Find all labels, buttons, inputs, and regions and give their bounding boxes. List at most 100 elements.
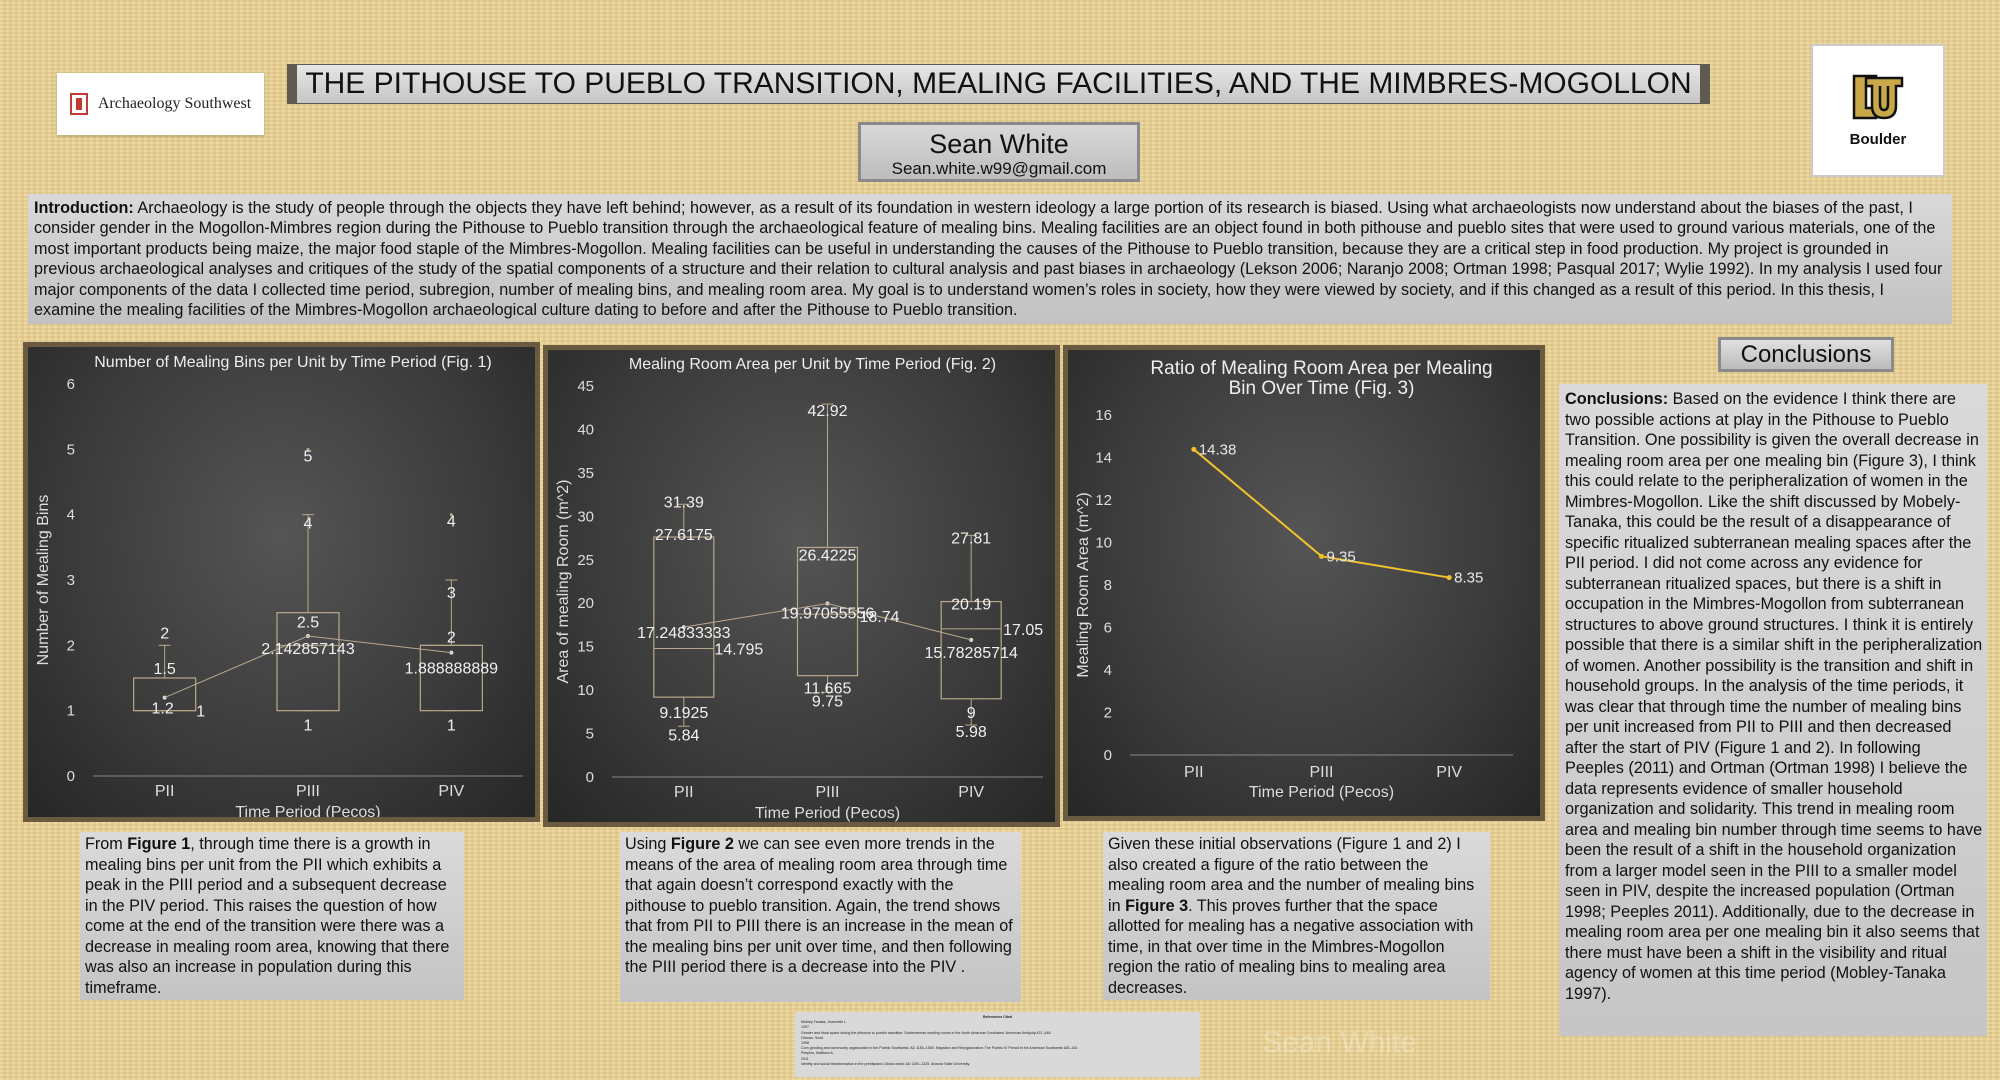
data-label: 18.74 (859, 609, 899, 626)
x-tick-label: PII (674, 784, 694, 801)
caption-text: From (85, 835, 128, 853)
author-name: Sean White (929, 129, 1069, 159)
y-tick-label: 3 (67, 572, 75, 589)
ratio-data-point (1446, 575, 1452, 581)
x-axis-label: Time Period (Pecos) (235, 804, 380, 817)
reference-line: Gender and ritual space during the pitho… (801, 1030, 1052, 1035)
y-axis-label: Mealing Room Area (m^2) (1075, 492, 1092, 677)
x-tick-label: PII (1184, 764, 1204, 781)
y-tick-label: 5 (67, 441, 75, 458)
y-tick-label: 12 (1095, 492, 1112, 509)
reference-line: Corn grinding and community organization… (801, 1046, 1079, 1051)
y-tick-label: 5 (586, 726, 594, 743)
x-tick-label: PIV (438, 783, 464, 800)
data-label: 5.98 (956, 724, 987, 741)
data-label: 4 (304, 516, 313, 533)
mean-line (164, 635, 452, 699)
data-label: 14.795 (714, 641, 763, 658)
poster-title-bar: THE PITHOUSE TO PUEBLO TRANSITION, MEALI… (287, 64, 1710, 104)
x-tick-label: PIV (1436, 764, 1462, 781)
y-tick-label: 2 (1104, 705, 1112, 722)
box-mean-point (681, 625, 686, 630)
y-axis-label: Number of Mealing Bins (35, 495, 52, 666)
figure-3-chart-area: Ratio of Mealing Room Area per Mealing Bi… (1068, 350, 1540, 816)
box-outlier (306, 447, 310, 451)
cu-boulder-logo: Boulder (1811, 44, 1945, 177)
caption-text: Using (625, 835, 671, 853)
y-tick-label: 1 (67, 703, 75, 720)
box-rect (940, 600, 1002, 700)
archaeology-southwest-logo: Archaeology Southwest (57, 73, 264, 135)
data-label: 11.665 (804, 681, 852, 698)
y-tick-label: 45 (577, 378, 594, 395)
cu-boulder-logo-mark (1852, 74, 1904, 120)
box-rect (419, 644, 483, 712)
reference-line: Peeples, Matthew A. (801, 1051, 834, 1056)
data-label: 1 (304, 718, 313, 735)
author-box: Sean White Sean.white.w99@gmail.com (858, 122, 1140, 182)
chart-title: Bin Over Time (Fig. 3) (1229, 378, 1415, 399)
data-label: 17.24833333 (637, 625, 731, 642)
data-label: 5 (304, 448, 313, 465)
caption-figure-ref: Figure 1 (127, 835, 191, 853)
caption-text: , through time there is a growth in meal… (85, 835, 450, 997)
references-title: References Cited (982, 1015, 1013, 1019)
data-label: 4 (447, 514, 456, 531)
data-label: 8.35 (1454, 570, 1483, 587)
y-tick-label: 6 (67, 376, 75, 393)
data-label: 9 (967, 705, 976, 722)
conclusions-header: Conclusions (1718, 337, 1894, 372)
data-label: 15.78285714 (924, 645, 1018, 662)
data-label: 1.888888889 (405, 661, 499, 678)
data-label: 3 (447, 585, 456, 602)
ratio-data-point (1319, 553, 1324, 559)
box-rect (653, 536, 715, 698)
data-label: 9.35 (1327, 548, 1356, 565)
mean-line (683, 602, 972, 641)
caption-text: Given these initial observations (Figure… (1108, 835, 1475, 915)
caption-figure-ref: Figure 3 (1125, 896, 1189, 915)
cu-boulder-logo-text: Boulder (1849, 131, 1907, 148)
x-tick-label: PIII (1309, 764, 1333, 781)
references-box: References Cited Mobley-Tanaka, Jeannett… (795, 1012, 1200, 1077)
chart-title: Mealing Room Area per Unit by Time Perio… (629, 356, 996, 373)
y-tick-label: 14 (1095, 450, 1112, 467)
reference-line: 2011 (801, 1056, 809, 1061)
introduction-body: Archaeology is the study of people throu… (34, 199, 1943, 320)
x-axis-label: Time Period (Pecos) (1249, 784, 1394, 801)
data-label: 2 (160, 625, 169, 642)
y-tick-label: 4 (1104, 662, 1112, 679)
data-label: 19.97055556 (781, 605, 875, 622)
data-label: 17.05 (1003, 622, 1043, 639)
figure-3-chart: Ratio of Mealing Room Area per MealingBi… (1075, 358, 1513, 801)
data-label: 27.6175 (655, 527, 713, 544)
y-tick-label: 0 (1104, 747, 1112, 764)
y-tick-label: 8 (1104, 577, 1112, 594)
figure-1-chart-area: Number of Mealing Bins per Unit by Time … (28, 347, 535, 817)
reference-line: 1998 (801, 1041, 809, 1046)
y-tick-label: 0 (67, 768, 75, 785)
y-tick-label: 15 (577, 639, 594, 656)
author-watermark: Sean White (1262, 1026, 1418, 1059)
chart-title: Number of Mealing Bins per Unit by Time … (94, 354, 491, 371)
caption-figure-ref: Figure 2 (670, 835, 734, 853)
ratio-data-point (1191, 446, 1197, 452)
figure-1-chart: Number of Mealing Bins per Unit by Time … (35, 354, 523, 817)
figure-1-caption: From Figure 1, through time there is a g… (80, 832, 464, 1000)
figure-3-caption: Given these initial observations (Figure… (1103, 832, 1490, 1000)
box-outlier (449, 513, 453, 517)
x-tick-label: PIV (958, 784, 984, 801)
data-label: 1.5 (154, 661, 176, 678)
reference-line: Ortman, Scott (801, 1035, 824, 1040)
data-label: 20.19 (951, 597, 991, 614)
figure-3-frame: Ratio of Mealing Room Area per Mealing Bi… (1063, 345, 1545, 821)
archaeology-southwest-logo-text: Archaeology Southwest (97, 95, 252, 112)
y-tick-label: 30 (577, 508, 594, 525)
y-tick-label: 20 (577, 595, 594, 612)
y-tick-label: 0 (586, 769, 594, 786)
data-label: 27.81 (951, 530, 991, 547)
data-label: 2.142857143 (261, 641, 355, 658)
author-email: Sean.white.w99@gmail.com (891, 159, 1107, 178)
conclusions-section: Conclusions: Based on the evidence I thi… (1559, 384, 1987, 1036)
introduction-section: Introduction: Archaeology is the study o… (28, 194, 1952, 324)
